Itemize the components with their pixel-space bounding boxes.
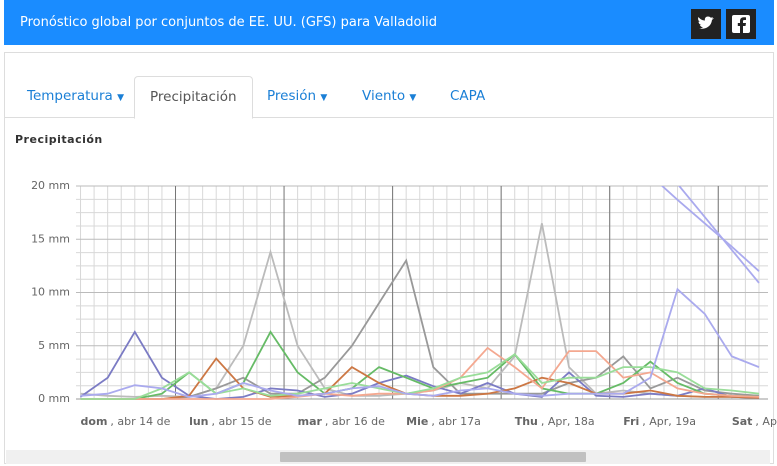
y-tick-label: 20 mm	[31, 179, 70, 192]
twitter-button[interactable]	[691, 9, 721, 39]
day-name: Thu	[515, 415, 538, 428]
series-line	[678, 186, 760, 284]
y-tick-label: 5 mm	[38, 339, 70, 352]
grid	[76, 185, 768, 400]
header: Pronóstico global por conjuntos de EE. U…	[4, 0, 774, 45]
axis-labels: 0 mm 5 mm 10 mm 15 mm 20 mm dom, abr 14 de lun…	[31, 179, 777, 428]
x-day-label: mar, abr 16 de	[298, 415, 386, 428]
facebook-icon	[732, 15, 750, 33]
day-date: , abr 15 de	[212, 415, 272, 428]
day-date: , Apr, 18a	[541, 415, 595, 428]
tab-divider	[5, 117, 773, 118]
tab-label: Temperatura	[27, 88, 113, 104]
y-tick-label: 10 mm	[31, 286, 70, 299]
tab[interactable]: Temperatura ▼	[27, 88, 124, 104]
y-tick-label: 0 mm	[38, 392, 70, 405]
chart-title: Precipitación	[15, 133, 103, 146]
day-date: , abr 16 de	[325, 415, 385, 428]
day-name: lun	[189, 415, 208, 428]
tab-label: CAPA	[450, 88, 486, 104]
x-day-label: Thu, Apr, 18a	[515, 415, 595, 428]
x-day-label: Fri, Apr, 19a	[623, 415, 696, 428]
scroll-thumb[interactable]	[280, 452, 586, 462]
tab-label: Viento	[362, 88, 406, 104]
tab[interactable]: CAPA	[435, 76, 500, 117]
series-line	[80, 353, 760, 400]
panel: Temperatura ▼ Precipitación Presión ▼ Vi…	[4, 52, 774, 464]
series-line	[80, 346, 760, 400]
x-day-label: Mie, abr 17a	[406, 415, 481, 428]
day-name: dom	[81, 415, 108, 428]
x-day-label: lun , abr 15 de	[189, 415, 272, 428]
series-line	[80, 287, 760, 398]
facebook-button[interactable]	[726, 9, 756, 39]
tab-label: Precipitación	[150, 89, 237, 105]
chart: 0 mm 5 mm 10 mm 15 mm 20 mm dom, abr 14 de lun…	[31, 179, 777, 428]
twitter-icon	[698, 16, 714, 29]
y-tick-label: 15 mm	[31, 232, 70, 245]
tab-label: Presión	[267, 88, 317, 104]
series-line	[660, 186, 760, 272]
scrollbar[interactable]	[6, 450, 770, 464]
tab[interactable]: Presión ▼	[267, 88, 328, 104]
tab-active[interactable]: Precipitación	[134, 76, 253, 119]
day-name: mar	[298, 415, 323, 428]
series-lines	[79, 186, 760, 400]
x-day-label: Sat, Ap	[732, 415, 777, 428]
day-name: Sat	[732, 415, 753, 428]
page-title: Pronóstico global por conjuntos de EE. U…	[20, 15, 437, 30]
day-date: , Ap	[755, 415, 777, 428]
tab[interactable]: Viento ▼	[362, 88, 417, 104]
day-name: Fri	[623, 415, 639, 428]
day-date: , abr 17a	[431, 415, 480, 428]
day-name: Mie	[406, 415, 428, 428]
day-date: , Apr, 19a	[642, 415, 696, 428]
x-day-label: dom, abr 14 de	[81, 415, 171, 428]
day-date: , abr 14 de	[110, 415, 170, 428]
